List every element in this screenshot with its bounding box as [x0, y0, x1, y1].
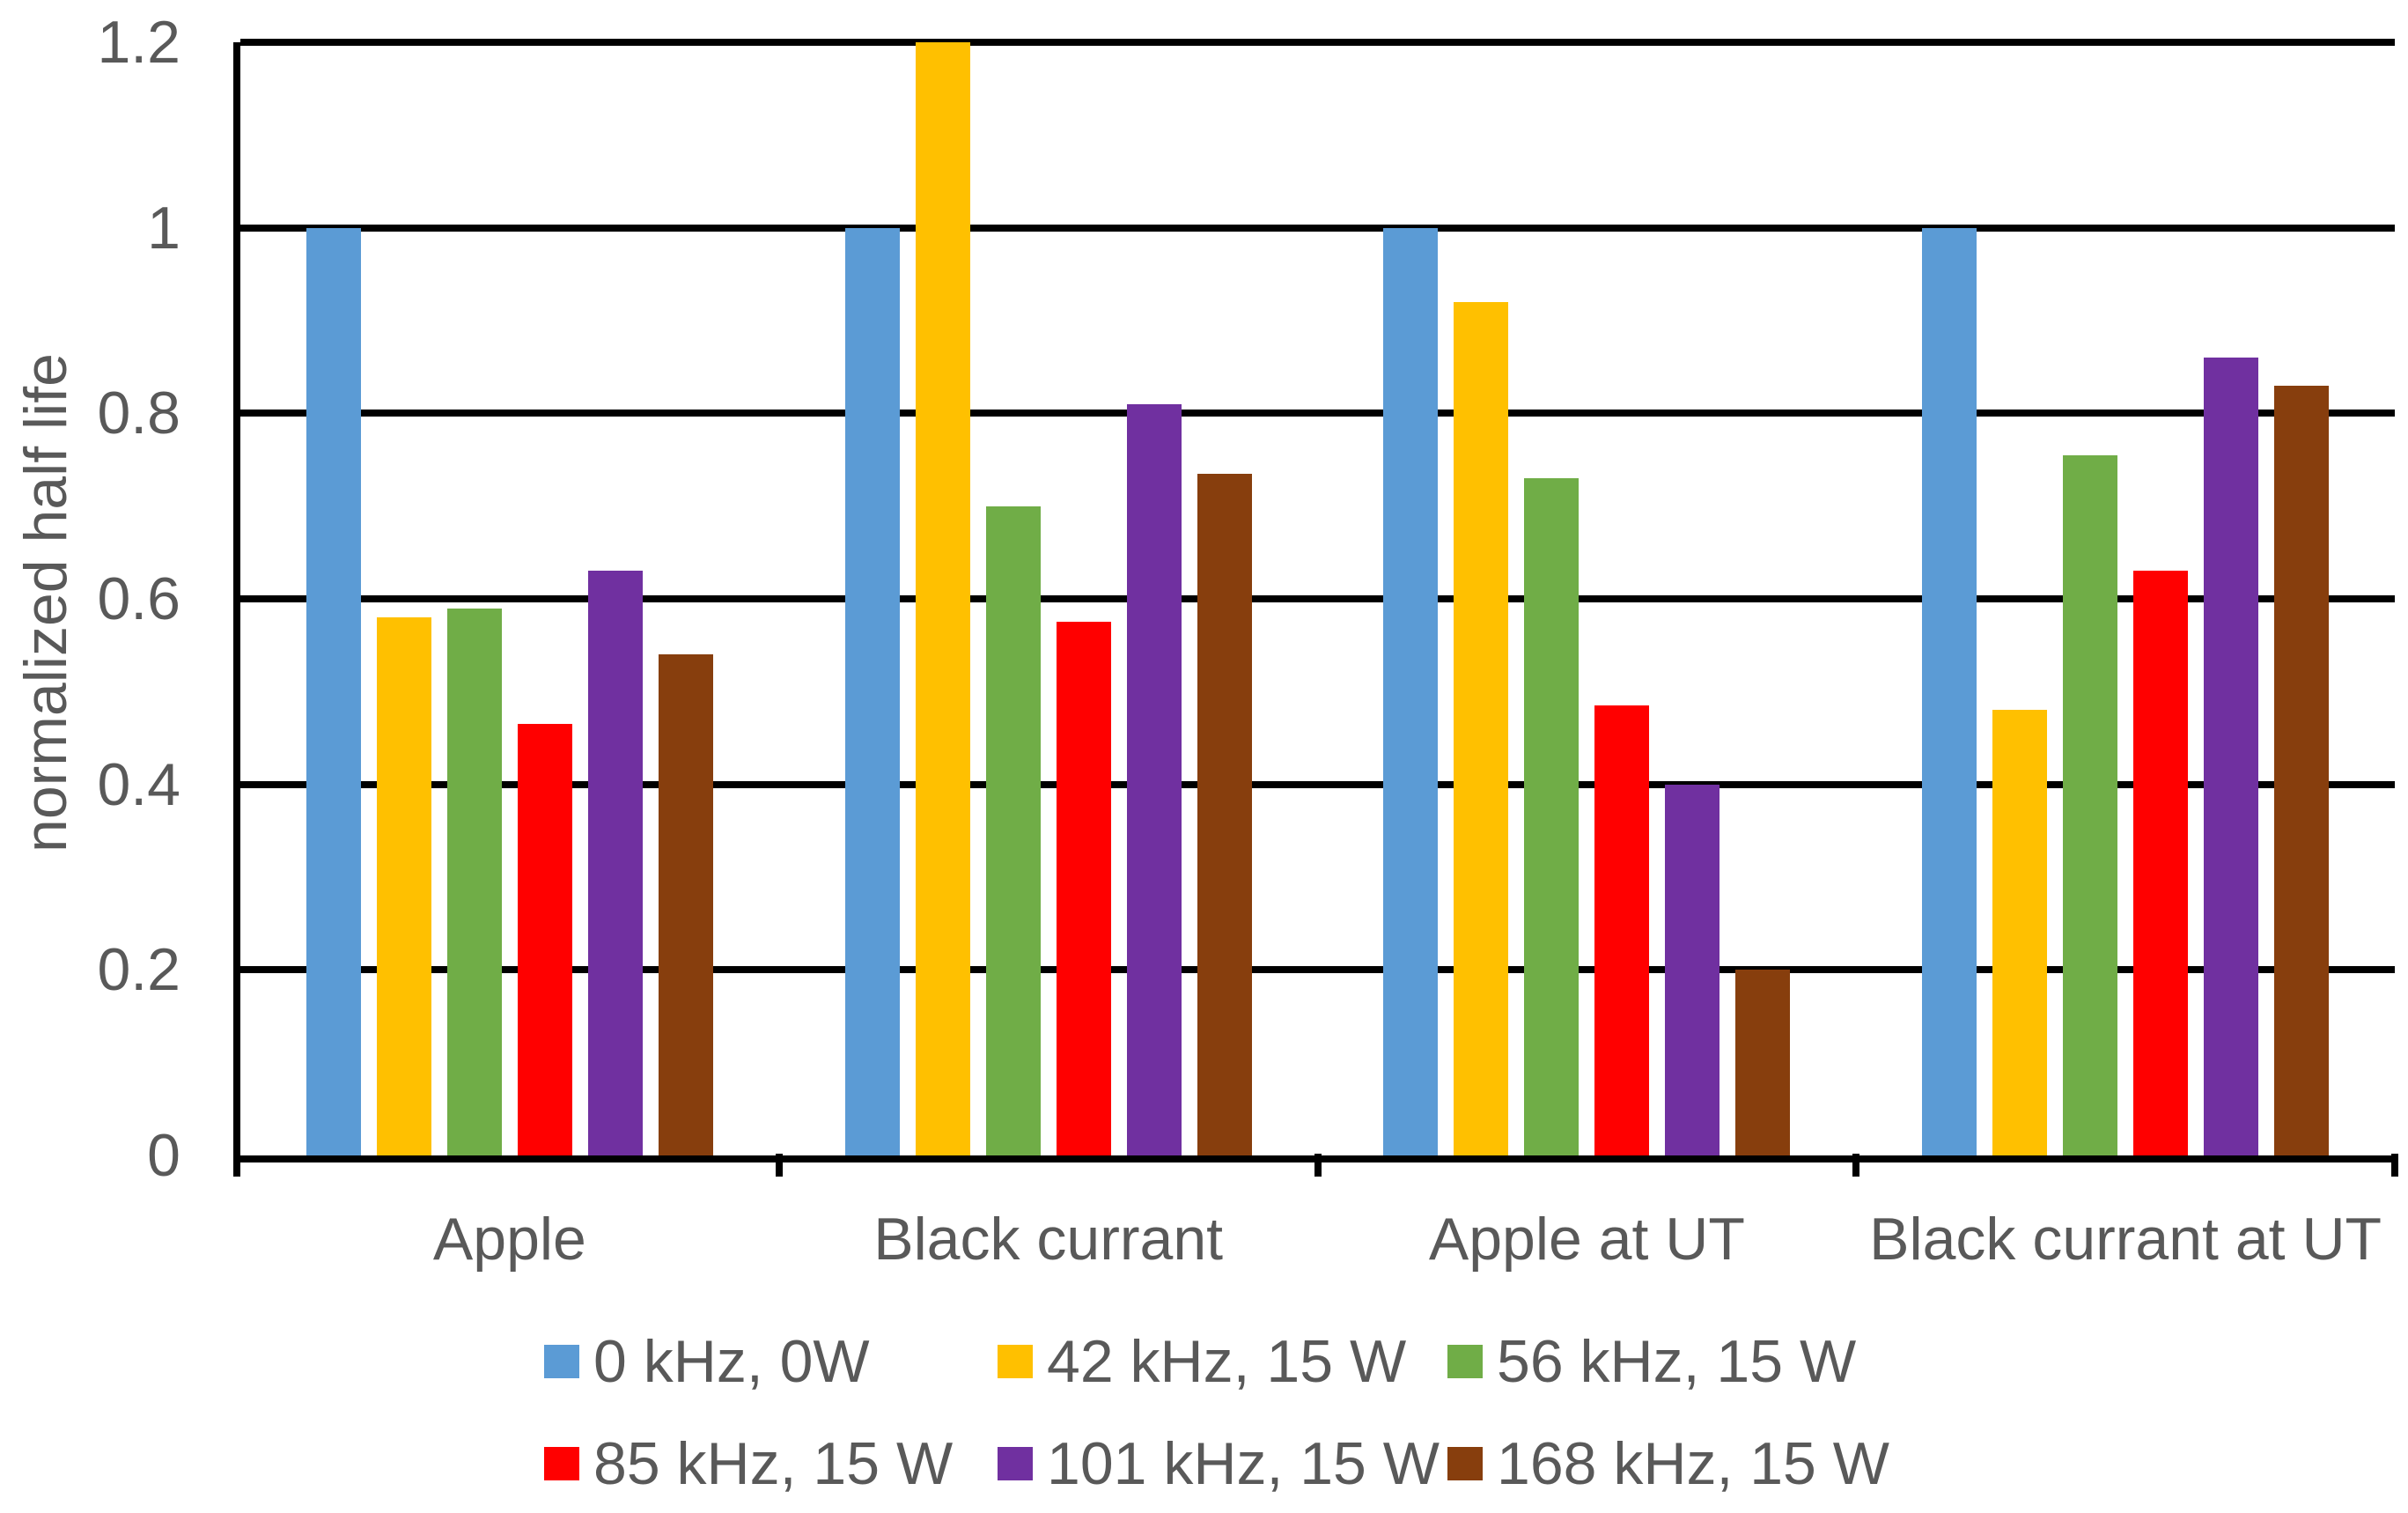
gridline-y-0.2	[240, 966, 2395, 974]
bar-group-1	[779, 42, 1318, 1155]
bar	[1126, 404, 1182, 1155]
gridline-y-1	[240, 224, 2395, 232]
gridline-y-0.6	[240, 595, 2395, 602]
x-axis-tick	[233, 1154, 240, 1177]
category-label: Black currant at UT	[1869, 1206, 2382, 1273]
bar	[1524, 478, 1580, 1155]
x-axis-tick	[775, 1154, 783, 1177]
category-label: Black currant	[873, 1206, 1224, 1273]
bar	[2063, 455, 2118, 1155]
legend-swatch-icon	[998, 1345, 1033, 1378]
y-tick-label: 0.6	[97, 565, 180, 632]
y-tick-label: 0.4	[97, 750, 180, 818]
bar	[446, 609, 502, 1155]
bar	[587, 571, 643, 1155]
legend-swatch-icon	[544, 1447, 579, 1480]
legend-label: 42 kHz, 15 W	[1047, 1328, 1407, 1395]
bar	[985, 506, 1041, 1155]
gridline-y-0.8	[240, 410, 2395, 417]
x-axis-tick	[1314, 1154, 1322, 1177]
bar-group-0	[240, 42, 779, 1155]
bar-groups	[240, 42, 2395, 1155]
y-tick-label: 1.2	[97, 9, 180, 76]
bar	[1735, 970, 1791, 1155]
bar-group-3	[1856, 42, 2395, 1155]
legend-item: 56 kHz, 15 W	[1447, 1328, 1857, 1395]
bar	[517, 724, 572, 1155]
bar	[306, 228, 361, 1155]
y-tick-label: 0.8	[97, 380, 180, 447]
legend-swatch-icon	[544, 1345, 579, 1378]
legend-label: 85 kHz, 15 W	[593, 1430, 954, 1497]
legend-swatch-icon	[1447, 1345, 1483, 1378]
legend-item: 0 kHz, 0W	[544, 1328, 870, 1395]
bar	[376, 617, 431, 1155]
legend-label: 56 kHz, 15 W	[1497, 1328, 1857, 1395]
bar	[1992, 710, 2048, 1155]
bar	[1454, 302, 1509, 1155]
legend-item: 168 kHz, 15 W	[1447, 1430, 1889, 1497]
bar	[1665, 785, 1720, 1155]
bar	[844, 228, 900, 1155]
y-tick-label: 1	[147, 194, 180, 262]
gridline-y-0.4	[240, 780, 2395, 788]
bar	[1197, 474, 1252, 1155]
legend-item: 42 kHz, 15 W	[998, 1328, 1407, 1395]
legend-swatch-icon	[1447, 1447, 1483, 1480]
bar	[1922, 228, 1977, 1155]
bar	[658, 654, 713, 1155]
legend-item: 101 kHz, 15 W	[998, 1430, 1440, 1497]
x-axis-tick	[1852, 1154, 1860, 1177]
y-tick-label: 0	[147, 1122, 180, 1189]
plot-area	[233, 39, 2398, 1177]
bar	[2274, 386, 2330, 1155]
bar	[2204, 358, 2259, 1155]
bar	[915, 42, 970, 1155]
legend-label: 101 kHz, 15 W	[1047, 1430, 1440, 1497]
category-label: Apple at UT	[1428, 1206, 1745, 1273]
bar	[1383, 228, 1439, 1155]
legend-label: 0 kHz, 0W	[593, 1328, 870, 1395]
gridline-y-1.2	[240, 39, 2395, 46]
category-label: Apple	[432, 1206, 586, 1273]
y-tick-label: 0.2	[97, 936, 180, 1004]
legend-item: 85 kHz, 15 W	[544, 1430, 954, 1497]
x-axis-tick	[2391, 1154, 2398, 1177]
bar-group-2	[1318, 42, 1857, 1155]
bar	[1056, 622, 1111, 1155]
bar	[2133, 571, 2189, 1155]
bar	[1594, 705, 1650, 1155]
legend-swatch-icon	[998, 1447, 1033, 1480]
legend-label: 168 kHz, 15 W	[1497, 1430, 1889, 1497]
